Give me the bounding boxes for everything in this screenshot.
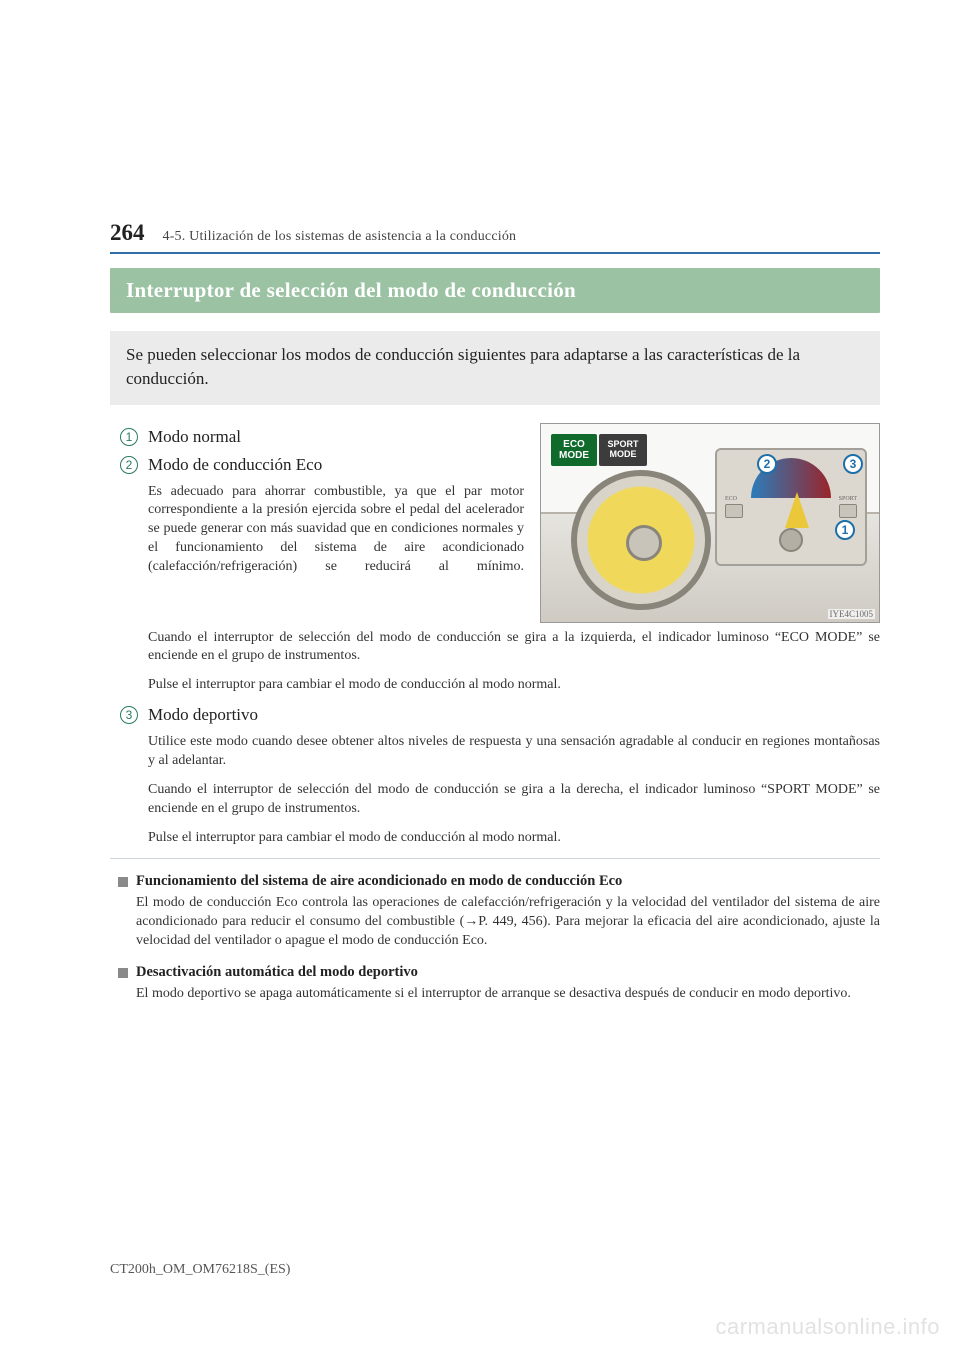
page-number: 264 <box>110 220 145 246</box>
drive-mode-illustration: ECO MODE SPORT MODE ECO SPORT 2 <box>540 423 880 623</box>
mode-eco-desc-a: Cuando el interruptor de selección del m… <box>148 629 880 667</box>
mode-eco-desc-narrow: Es adecuado para ahorrar combustible, ya… <box>148 483 524 577</box>
square-bullet-icon <box>118 877 128 887</box>
gauge-needle-icon <box>785 492 809 528</box>
eco-mode-badge: ECO MODE <box>551 434 597 466</box>
notes-divider <box>110 858 880 859</box>
steering-wheel-shape <box>571 470 711 610</box>
page-title-bar: Interruptor de selección del modo de con… <box>110 268 880 313</box>
illus-callout-2: 2 <box>757 454 777 474</box>
mode-sport-row: 3 Modo deportivo <box>120 705 880 725</box>
note-sportoff-title: Desactivación automática del modo deport… <box>136 964 418 981</box>
header-rule <box>110 252 880 254</box>
mode-sport-label: Modo deportivo <box>148 705 258 725</box>
page-header: 264 4-5. Utilización de los sistemas de … <box>110 220 880 246</box>
callout-1-icon: 1 <box>120 428 138 446</box>
intro-box: Se pueden seleccionar los modos de condu… <box>110 331 880 405</box>
note-sportoff-row: Desactivación automática del modo deport… <box>118 964 880 981</box>
note-ac-row: Funcionamiento del sistema de aire acond… <box>118 873 880 890</box>
eco-badge-bottom: MODE <box>559 450 589 461</box>
mode-eco-desc-b: Pulse el interruptor para cambiar el mod… <box>148 676 880 695</box>
document-code: CT200h_OM_OM76218S_(ES) <box>110 1262 290 1278</box>
mode-sport-desc-b: Cuando el interruptor de selección del m… <box>148 781 880 819</box>
mode-switch-knob <box>779 528 803 552</box>
square-bullet-icon <box>118 968 128 978</box>
gauge-eco-label: ECO <box>725 496 737 502</box>
note-ac-body: El modo de conducción Eco controla las o… <box>136 894 880 951</box>
mode-eco-row: 2 Modo de conducción Eco <box>120 455 524 475</box>
mode-eco-label: Modo de conducción Eco <box>148 455 322 475</box>
illustration-code: IYE4C1005 <box>828 609 876 619</box>
eco-badge-top: ECO <box>563 439 585 450</box>
manual-page: 264 4-5. Utilización de los sistemas de … <box>0 0 960 1004</box>
content-area: 1 Modo normal 2 Modo de conducción Eco E… <box>110 423 880 1005</box>
note-sportoff-body: El modo deportivo se apaga automáticamen… <box>136 985 880 1004</box>
mode-normal-row: 1 Modo normal <box>120 427 524 447</box>
section-label: 4-5. Utilización de los sistemas de asis… <box>163 229 517 245</box>
illus-callout-1: 1 <box>835 520 855 540</box>
mfd-side-button-right <box>839 504 857 518</box>
note-ac-title: Funcionamiento del sistema de aire acond… <box>136 873 622 890</box>
callout-2-icon: 2 <box>120 456 138 474</box>
modes-with-illustration: 1 Modo normal 2 Modo de conducción Eco E… <box>110 423 880 623</box>
sport-badge-bottom: MODE <box>610 450 637 460</box>
mode-sport-desc-c: Pulse el interruptor para cambiar el mod… <box>148 829 880 848</box>
mode-normal-label: Modo normal <box>148 427 241 447</box>
gauge-sport-label: SPORT <box>839 496 857 502</box>
mfd-side-button-left <box>725 504 743 518</box>
illus-callout-3: 3 <box>843 454 863 474</box>
sport-mode-badge: SPORT MODE <box>599 434 647 466</box>
watermark-text: carmanualsonline.info <box>715 1314 940 1340</box>
mode-sport-desc-a: Utilice este modo cuando desee obtener a… <box>148 733 880 771</box>
callout-3-icon: 3 <box>120 706 138 724</box>
modes-text-column: 1 Modo normal 2 Modo de conducción Eco E… <box>110 423 524 587</box>
